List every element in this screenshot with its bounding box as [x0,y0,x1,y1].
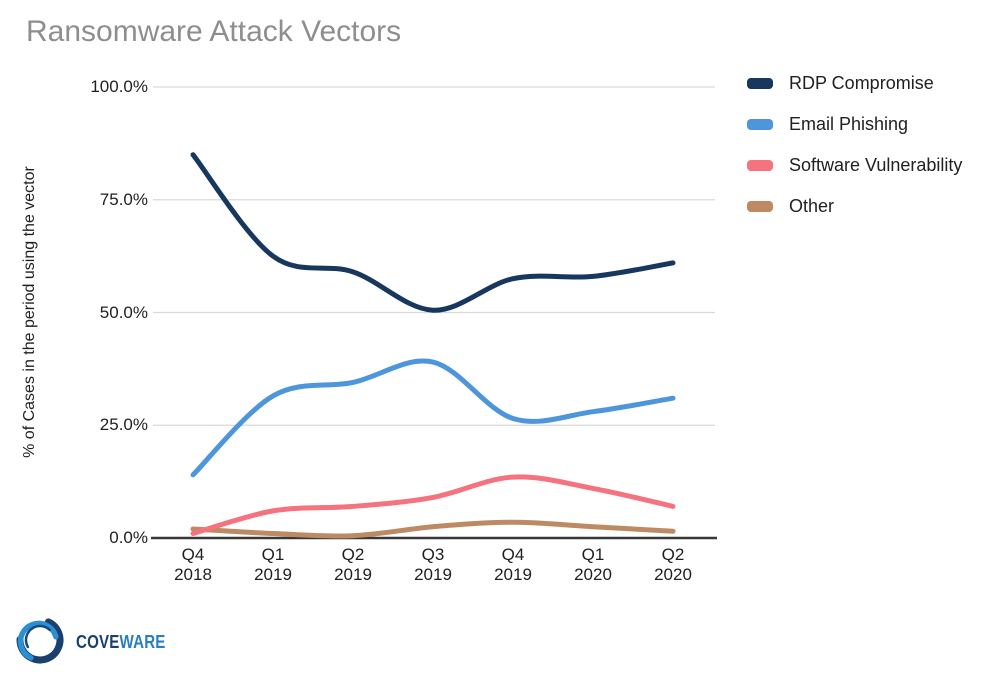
legend-label: Email Phishing [789,113,909,134]
legend-item-email-phishing: Email Phishing [747,113,962,134]
legend-label: Software Vulnerability [789,154,963,175]
x-tick-label: Q4 2019 [494,545,532,584]
y-tick-label: 25.0% [99,415,148,435]
legend-item-rdp-compromise: RDP Compromise [747,72,962,93]
legend-swatch-icon [747,200,773,212]
series-line-email-phishing [190,358,676,478]
legend-swatch-icon [747,159,773,171]
x-tick-label: Q1 2020 [574,545,612,584]
chart-title: Ransomware Attack Vectors [26,15,402,48]
legend-label: Other [789,195,835,216]
x-tick-label: Q4 2018 [174,545,212,584]
series-line-software-vulnerability [190,474,676,536]
legend-item-other: Other [747,195,962,216]
y-tick-label: 50.0% [99,302,148,322]
legend-swatch-icon [747,118,773,130]
y-tick-label: 75.0% [99,189,148,209]
y-tick-label: 100.0% [90,77,148,96]
x-tick-label: Q1 2019 [254,545,292,584]
legend-label: RDP Compromise [789,72,934,93]
x-tick-label: Q2 2020 [654,545,692,584]
coveware-logo-mark-icon [12,612,68,673]
x-tick-label: Q2 2019 [334,545,372,584]
coveware-logo: COVEWARE [12,612,183,673]
y-tick-label: 0.0% [109,528,148,547]
x-tick-label: Q3 2019 [414,545,452,584]
series-line-other [190,519,676,539]
legend-item-software-vulnerability: Software Vulnerability [747,154,963,175]
chart-legend: RDP Compromise Email Phishing Software Vul… [747,72,963,238]
legend-swatch-icon [747,77,773,89]
coveware-logo-text: COVEWARE [76,632,166,652]
series-line-rdp-compromise [190,152,676,313]
